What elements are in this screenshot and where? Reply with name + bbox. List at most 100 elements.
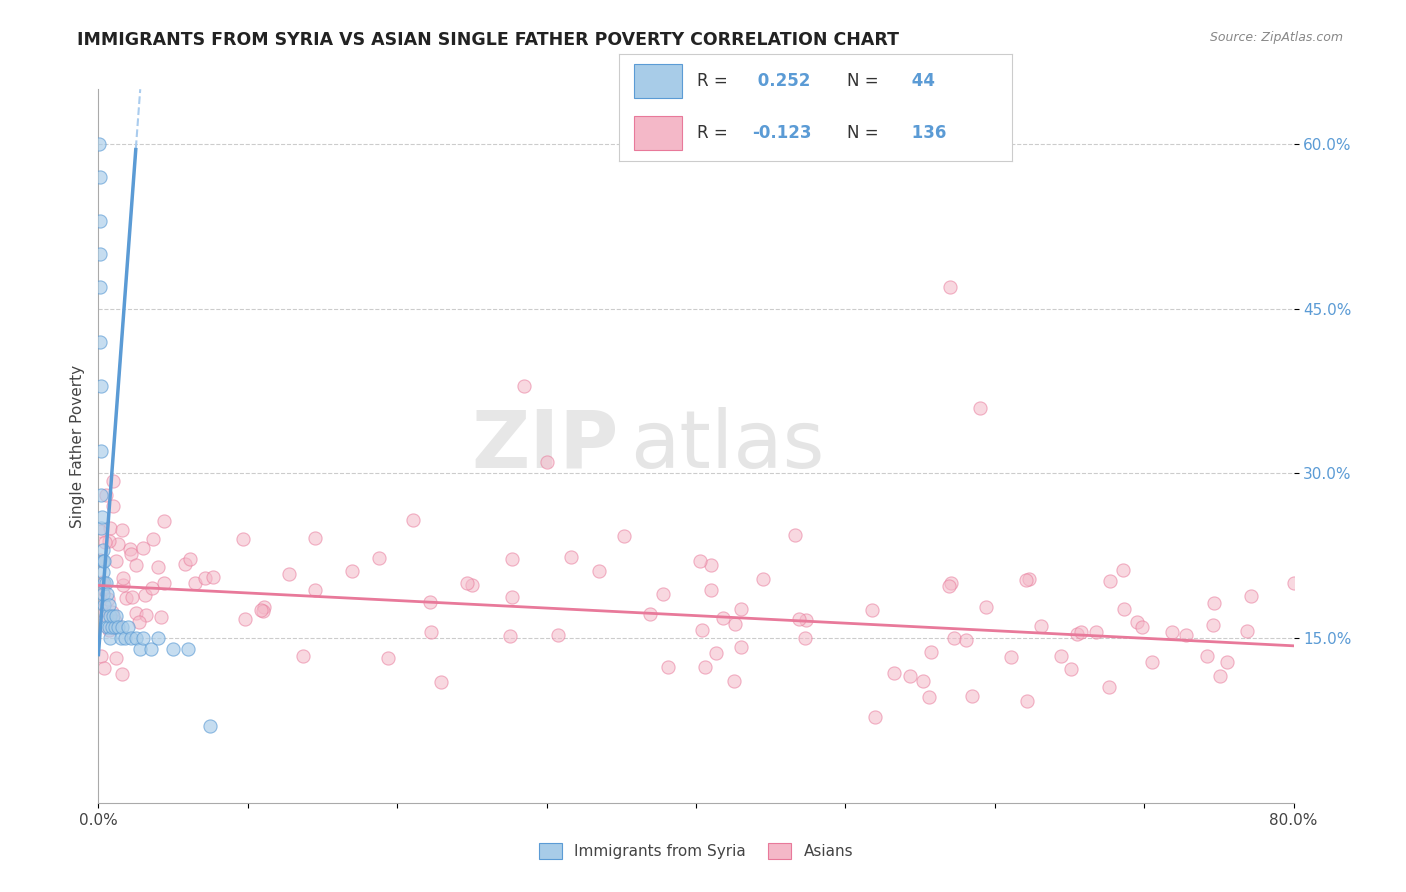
Point <box>692 623 714 637</box>
Point <box>730 602 752 616</box>
Point <box>103 609 125 624</box>
Point <box>689 554 711 568</box>
Point <box>110 631 132 645</box>
Point <box>456 576 478 591</box>
Point <box>141 581 163 595</box>
Point <box>1060 662 1083 676</box>
Point <box>232 532 254 546</box>
Point <box>860 603 883 617</box>
Point <box>91 575 114 590</box>
Point <box>1239 589 1261 603</box>
Point <box>911 674 934 689</box>
Point <box>91 510 114 524</box>
Point <box>98 609 122 624</box>
Point <box>111 524 134 538</box>
Point <box>547 628 569 642</box>
Point <box>939 575 962 590</box>
Point <box>898 669 921 683</box>
FancyBboxPatch shape <box>634 116 682 150</box>
Point <box>1015 694 1038 708</box>
Point <box>723 674 745 689</box>
Point <box>1070 624 1092 639</box>
Point <box>125 631 148 645</box>
Text: N =: N = <box>846 72 884 90</box>
Point <box>98 631 122 645</box>
Point <box>105 609 128 624</box>
Point <box>94 576 117 591</box>
Point <box>111 620 134 634</box>
Point <box>177 642 200 657</box>
Point <box>89 334 111 349</box>
Point <box>1175 628 1198 642</box>
Point <box>103 500 125 514</box>
Point <box>194 571 217 585</box>
Point <box>613 529 636 543</box>
Point <box>340 564 363 578</box>
Text: IMMIGRANTS FROM SYRIA VS ASIAN SINGLE FATHER POVERTY CORRELATION CHART: IMMIGRANTS FROM SYRIA VS ASIAN SINGLE FA… <box>77 31 900 49</box>
Point <box>118 542 141 557</box>
Point <box>150 609 173 624</box>
Text: atlas: atlas <box>630 407 824 485</box>
Point <box>97 623 120 637</box>
Point <box>1085 625 1108 640</box>
Point <box>97 598 120 612</box>
Point <box>304 531 326 545</box>
Point <box>104 620 127 634</box>
Point <box>233 612 256 626</box>
Point <box>724 616 747 631</box>
Point <box>1050 648 1073 663</box>
Point <box>93 554 115 568</box>
Point <box>89 280 111 294</box>
Point <box>134 588 156 602</box>
Point <box>1029 619 1052 633</box>
Point <box>429 674 451 689</box>
FancyBboxPatch shape <box>634 64 682 98</box>
Point <box>117 620 139 634</box>
Point <box>588 564 610 578</box>
Point <box>179 552 201 566</box>
Point <box>920 645 942 659</box>
Point <box>1066 627 1088 641</box>
Point <box>112 578 135 592</box>
Point <box>939 280 962 294</box>
Point <box>94 488 117 502</box>
Point <box>1282 576 1305 591</box>
Point <box>651 587 673 601</box>
Point <box>93 576 115 591</box>
Point <box>90 649 112 664</box>
Point <box>105 554 128 568</box>
Text: -0.123: -0.123 <box>752 124 813 142</box>
Point <box>100 605 122 619</box>
Point <box>202 570 225 584</box>
Point <box>1140 655 1163 669</box>
Point <box>304 583 326 598</box>
Point <box>499 629 522 643</box>
Point <box>91 582 114 597</box>
Point <box>793 631 815 645</box>
Point <box>153 515 176 529</box>
Point <box>135 608 157 623</box>
Point <box>89 169 111 184</box>
Text: Source: ZipAtlas.com: Source: ZipAtlas.com <box>1209 31 1343 45</box>
Point <box>501 590 523 604</box>
Point <box>1018 572 1040 586</box>
Point <box>129 642 152 657</box>
Point <box>142 532 165 546</box>
Point <box>114 591 136 605</box>
Point <box>783 528 806 542</box>
Text: 44: 44 <box>905 72 935 90</box>
Point <box>111 667 134 681</box>
Point <box>104 615 127 629</box>
Point <box>184 576 207 591</box>
Point <box>1130 620 1153 634</box>
Point <box>1202 596 1225 610</box>
Point <box>90 488 112 502</box>
Point <box>501 552 523 566</box>
Point <box>461 578 484 592</box>
Point <box>89 553 111 567</box>
Point <box>1098 574 1121 588</box>
Point <box>560 550 582 565</box>
Point <box>96 587 118 601</box>
Point <box>419 625 441 640</box>
Text: N =: N = <box>846 124 884 142</box>
